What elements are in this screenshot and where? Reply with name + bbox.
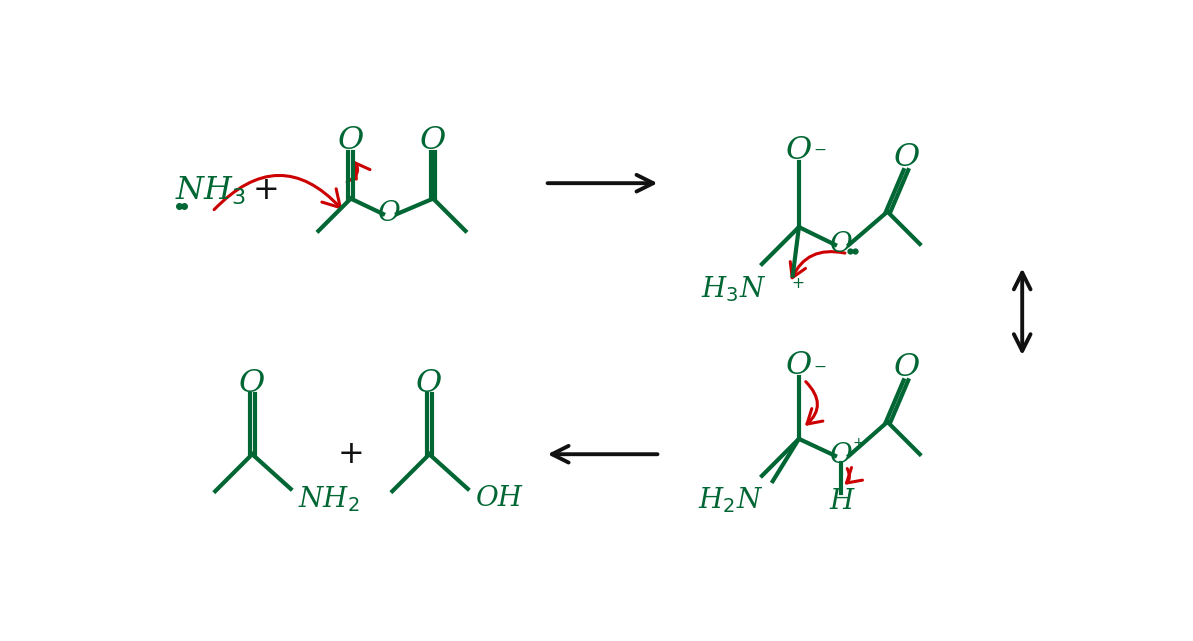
Text: NH$_2$: NH$_2$ xyxy=(298,484,360,514)
FancyArrowPatch shape xyxy=(805,381,823,424)
Text: O: O xyxy=(786,135,812,165)
Text: H$_3$N: H$_3$N xyxy=(700,274,766,304)
Text: O: O xyxy=(378,201,401,228)
Text: O: O xyxy=(420,124,446,156)
Text: $^{+}$: $^{+}$ xyxy=(791,278,805,298)
Text: O: O xyxy=(894,353,920,383)
Text: $^{-}$: $^{-}$ xyxy=(812,363,827,383)
FancyArrowPatch shape xyxy=(847,467,863,483)
Text: +: + xyxy=(253,176,279,206)
Text: $^{+}$: $^{+}$ xyxy=(852,437,864,456)
Text: NH$_3$: NH$_3$ xyxy=(175,175,247,207)
FancyArrowPatch shape xyxy=(790,251,845,278)
Text: O: O xyxy=(416,368,443,399)
Text: H: H xyxy=(829,488,853,515)
Text: O: O xyxy=(786,350,812,381)
FancyArrowPatch shape xyxy=(347,163,370,182)
FancyArrowPatch shape xyxy=(214,176,340,210)
Text: $^{-}$: $^{-}$ xyxy=(812,146,827,166)
Text: O: O xyxy=(894,142,920,173)
Text: +: + xyxy=(338,438,364,470)
Text: O: O xyxy=(830,442,853,469)
Text: O: O xyxy=(338,124,364,156)
Text: H$_2$N: H$_2$N xyxy=(698,485,762,515)
Text: O: O xyxy=(830,231,853,258)
Text: O: O xyxy=(239,368,265,399)
Text: OH: OH xyxy=(476,485,523,512)
